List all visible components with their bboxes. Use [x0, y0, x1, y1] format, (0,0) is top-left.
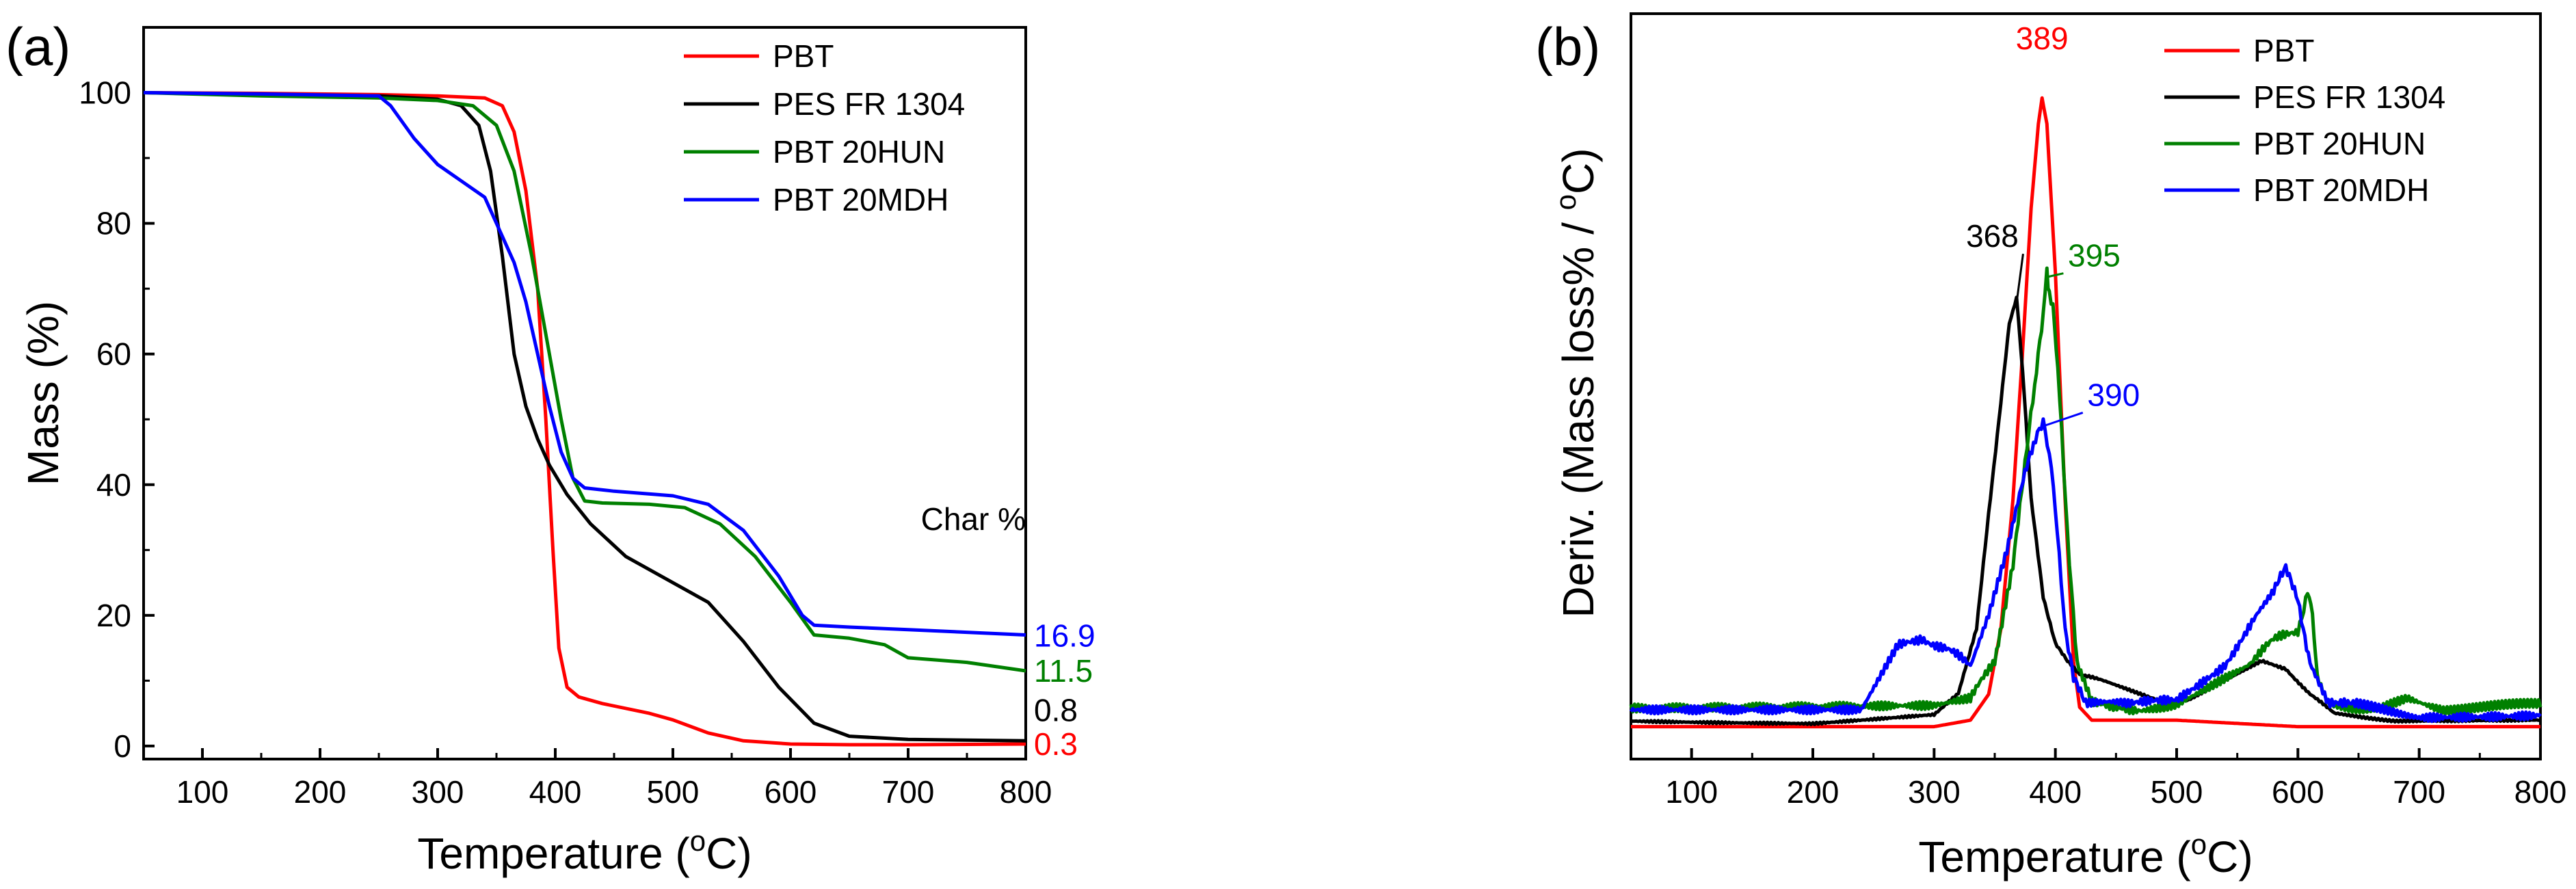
series-a-pbt: [143, 91, 1026, 747]
panel-a-y-tick-label-40: 40: [96, 467, 131, 503]
legend-a-pbt: PBT: [773, 38, 834, 74]
panel-b-x-tick-label-300: 300: [1908, 774, 1961, 810]
series-b-pes-fr-1304: [1630, 295, 2541, 726]
panel-b-x-label-end: C): [2207, 832, 2253, 881]
panel-b-y-label-text: Deriv. (Mass loss% /: [1554, 210, 1603, 618]
char-value-0-3: 0.3: [1034, 726, 1078, 762]
panel-a-ticks: 100 200 300 400 500 600 700 800 0 20 40 60 80 100: [79, 26, 1052, 810]
panel-b-y-label-sup: o: [1550, 194, 1582, 210]
panel-b-x-tick-label-800: 800: [2514, 774, 2567, 810]
panel-a-y-tick-label-0: 0: [114, 728, 131, 764]
panel-a-y-tick-label-80: 80: [96, 206, 131, 241]
panel-b-derivative-chart: (b) 100 200 300 400 500 600 700 800 389 368 395 39…: [1535, 12, 2567, 881]
panel-b-x-label-text: Temperature (: [1918, 832, 2190, 881]
panel-b-annotations: 389 368 395 390: [1966, 21, 2140, 427]
panel-a-y-tick-label-20: 20: [96, 598, 131, 633]
peak-label-368: 368: [1966, 218, 2019, 254]
panel-a-x-tick-label-100: 100: [176, 774, 229, 810]
char-value-16-9: 16.9: [1034, 618, 1096, 653]
char-values: 16.911.50.80.3: [1034, 618, 1096, 762]
legend-b-hun: PBT 20HUN: [2253, 126, 2426, 161]
series-b-pbt: [1631, 96, 2540, 729]
panel-b-legend: PBT PES FR 1304 PBT 20HUN PBT 20MDH: [2164, 33, 2445, 208]
series-a-pbt-20mdh: [143, 91, 1026, 637]
series-a-pbt-20hun: [143, 91, 1026, 673]
panel-b-x-tick-label-700: 700: [2393, 774, 2445, 810]
char-percent-header: Char %: [921, 501, 1026, 537]
panel-b-ticks: 100 200 300 400 500 600 700 800: [1630, 748, 2567, 810]
peak-label-395: 395: [2068, 238, 2121, 274]
panel-a-x-tick-label-400: 400: [529, 774, 582, 810]
panel-a-y-tick-label-100: 100: [79, 75, 131, 111]
series-b-pbt-20mdh: [1629, 417, 2542, 724]
panel-a-label: (a): [5, 16, 70, 77]
panel-b-x-tick-label-500: 500: [2151, 774, 2203, 810]
legend-a-mdh: PBT 20MDH: [773, 182, 948, 217]
legend-b-pes: PES FR 1304: [2253, 79, 2445, 115]
panel-a-y-axis-label: Mass (%): [18, 301, 68, 486]
panel-b-y-axis-label: Deriv. (Mass loss% / oC): [1550, 148, 1603, 618]
legend-a-hun: PBT 20HUN: [773, 134, 945, 170]
panel-a-x-tick-label-800: 800: [1000, 774, 1052, 810]
panel-a-x-tick-label-600: 600: [765, 774, 817, 810]
panel-a-x-label-sup: o: [690, 825, 706, 857]
panel-b-y-label-end: C): [1554, 148, 1603, 194]
peak-arrow-390: [2043, 412, 2084, 427]
panel-a-legend: PBT PES FR 1304 PBT 20HUN PBT 20MDH: [684, 38, 965, 217]
panel-a-x-tick-label-500: 500: [647, 774, 700, 810]
peak-arrow-395: [2046, 272, 2064, 278]
peak-arrow-368: [2015, 254, 2024, 304]
series-b-pbt-20hun: [1629, 266, 2542, 717]
legend-b-pbt: PBT: [2253, 33, 2314, 68]
legend-b-mdh: PBT 20MDH: [2253, 172, 2429, 208]
panel-b-x-tick-label-200: 200: [1787, 774, 1840, 810]
panel-b-x-tick-label-400: 400: [2029, 774, 2082, 810]
panel-b-x-label-sup: o: [2191, 828, 2207, 860]
panel-b-plot-frame: [1630, 12, 2542, 760]
legend-a-pes: PES FR 1304: [773, 86, 965, 122]
panel-a-x-tick-label-300: 300: [412, 774, 464, 810]
panel-a-x-tick-label-700: 700: [882, 774, 935, 810]
panel-b-x-tick-label-100: 100: [1665, 774, 1718, 810]
panel-a-series: [143, 91, 1026, 747]
peak-label-390: 390: [2087, 377, 2140, 412]
panel-b-series: [1629, 96, 2542, 729]
char-value-0-8: 0.8: [1034, 692, 1078, 728]
panel-a-mass-chart: (a) 100 200 300 400 500 600 700 800020406080100…: [5, 16, 1096, 878]
panel-a-x-label-end: C): [706, 829, 752, 878]
panel-b-x-tick-label-600: 600: [2272, 774, 2324, 810]
panel-a-x-tick-label-200: 200: [294, 774, 347, 810]
panel-b-label: (b): [1535, 16, 1600, 77]
panel-a-plot-frame: [142, 26, 1027, 760]
panel-a-x-label-text: Temperature (: [417, 829, 689, 878]
peak-label-389: 389: [2016, 21, 2069, 56]
panel-a-x-axis-label: Temperature (oC): [417, 825, 752, 878]
panel-b-x-axis-label: Temperature (oC): [1918, 828, 2253, 881]
char-value-11-5: 11.5: [1034, 653, 1093, 689]
panel-a-y-tick-label-60: 60: [96, 336, 131, 372]
